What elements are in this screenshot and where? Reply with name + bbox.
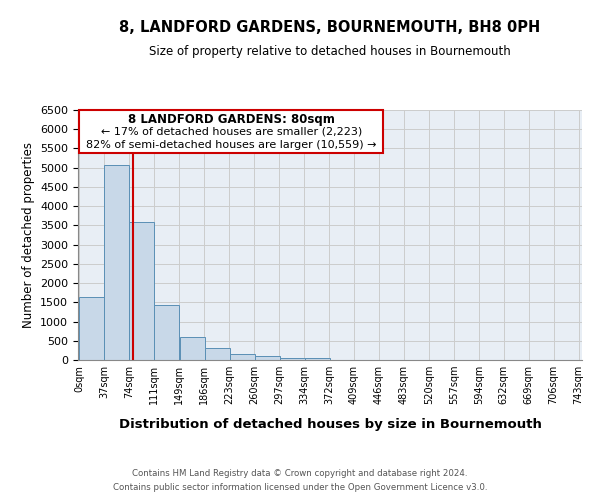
Text: Contains HM Land Registry data © Crown copyright and database right 2024.: Contains HM Land Registry data © Crown c… [132,468,468,477]
Text: 8 LANDFORD GARDENS: 80sqm: 8 LANDFORD GARDENS: 80sqm [128,114,335,126]
Text: 8, LANDFORD GARDENS, BOURNEMOUTH, BH8 0PH: 8, LANDFORD GARDENS, BOURNEMOUTH, BH8 0P… [119,20,541,35]
Bar [255,356,280,360]
Bar [79,110,383,153]
Bar [230,354,255,360]
Bar [154,306,179,360]
Text: ← 17% of detached houses are smaller (2,223): ← 17% of detached houses are smaller (2,… [101,127,362,137]
Text: Size of property relative to detached houses in Bournemouth: Size of property relative to detached ho… [149,45,511,58]
Bar [104,164,129,360]
Bar [305,358,329,360]
Text: 82% of semi-detached houses are larger (10,559) →: 82% of semi-detached houses are larger (… [86,140,376,150]
Bar [280,358,305,360]
Text: Contains public sector information licensed under the Open Government Licence v3: Contains public sector information licen… [113,484,487,492]
Bar [129,222,154,360]
X-axis label: Distribution of detached houses by size in Bournemouth: Distribution of detached houses by size … [119,418,541,431]
Bar [205,348,230,360]
Bar [79,296,104,360]
Bar [180,336,205,360]
Y-axis label: Number of detached properties: Number of detached properties [22,142,35,328]
